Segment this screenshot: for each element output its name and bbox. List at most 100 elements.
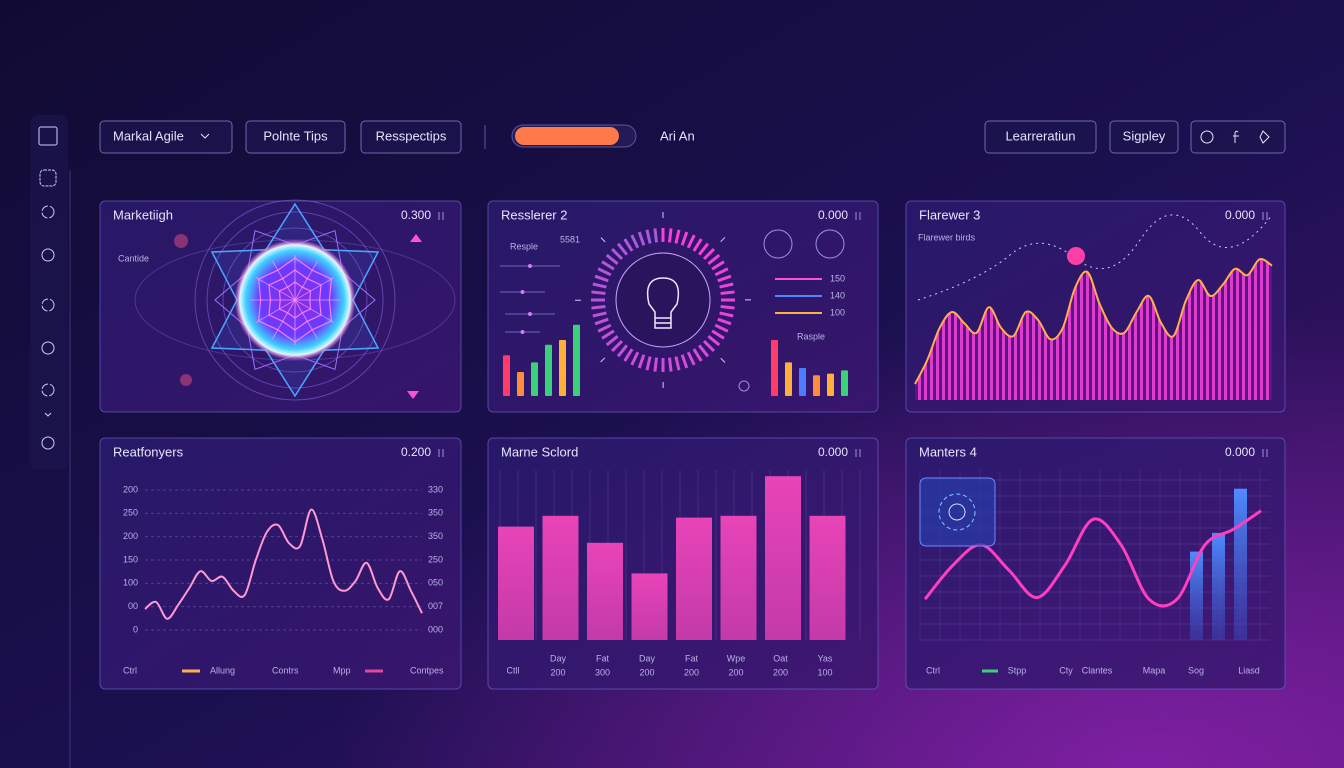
gauge-tick (711, 329, 725, 340)
gauge-tick (711, 260, 725, 271)
gauge-marker (600, 357, 606, 363)
y-tick-label: 007 (428, 601, 443, 611)
mandala-spoke (294, 277, 335, 301)
area-line (914, 257, 1273, 385)
panel (99, 437, 462, 690)
dropdown-label: Markal Agile (113, 128, 184, 143)
decor-icon (763, 229, 793, 259)
gauge-marker (720, 237, 726, 243)
gauge-tick (653, 228, 658, 243)
gauge-tick (630, 234, 640, 249)
legend-label: 140 (830, 290, 845, 300)
legend-label: 150 (830, 273, 845, 283)
y-tick-label: 200 (123, 531, 138, 541)
gauge-tick (591, 290, 606, 295)
gauge-inner (615, 252, 711, 348)
icon-box (919, 477, 996, 547)
panel-value: 0.000 (1225, 208, 1255, 222)
toolbar-button[interactable] (984, 120, 1097, 154)
y-tick-label: 00 (128, 601, 138, 611)
gauge-tick (697, 242, 710, 256)
bar (809, 515, 846, 640)
sidebar-icon[interactable] (41, 383, 55, 397)
gauge-tick (605, 253, 619, 266)
mini-bar (813, 375, 820, 396)
x-tick-label: Ctll (507, 665, 520, 675)
dotted-trend (917, 214, 1273, 301)
toolbar-button[interactable] (360, 120, 462, 154)
sidebar-icon[interactable] (41, 298, 55, 312)
gauge-tick (616, 344, 629, 358)
legend-label: Mapa (1143, 665, 1166, 675)
gauge-tick (720, 305, 735, 310)
sidebar-icon[interactable] (41, 248, 55, 262)
gauge-tick (601, 260, 615, 271)
icon-box-art (938, 493, 976, 531)
sidebar-icon[interactable] (38, 126, 58, 146)
sidebar (30, 115, 68, 470)
gauge-tick (686, 234, 696, 249)
legend-label: Clantes (1082, 665, 1113, 675)
mini-bar (573, 324, 580, 396)
mini-bar (827, 373, 834, 396)
small-label: Cantide (118, 253, 149, 263)
mini-bar (517, 372, 524, 396)
area (915, 258, 1272, 400)
mandala-ring (194, 199, 396, 401)
gauge-tick (719, 311, 734, 318)
line (144, 508, 423, 620)
gauge-tick (719, 282, 734, 289)
mini-bar (771, 340, 778, 396)
gauge-tick (645, 356, 652, 371)
y-tick-label: 330 (428, 484, 443, 494)
gauge-tick (668, 357, 673, 372)
sidebar-chevron[interactable] (44, 412, 52, 417)
small-label: Flarewer birds (918, 232, 976, 242)
x-tick-label: 200 (639, 667, 654, 677)
sidebar-icon[interactable] (39, 169, 57, 187)
x-tick-label: 100 (817, 667, 832, 677)
mini-bar (503, 355, 510, 396)
gauge-tick (697, 344, 710, 358)
mandala-spoke (294, 260, 318, 301)
legend-label: Contpes (410, 665, 444, 675)
bar (765, 476, 801, 640)
y-tick-label: 100 (123, 578, 138, 588)
gauge-tick (623, 238, 634, 252)
bar (1212, 532, 1225, 640)
gauge-tick (605, 334, 619, 347)
panel-title: Flarewer 3 (919, 207, 980, 222)
icon[interactable] (1259, 130, 1270, 144)
icon[interactable] (1233, 130, 1239, 143)
toolbar-button[interactable] (1109, 120, 1179, 154)
decor-icon (815, 229, 845, 259)
gauge-tick (668, 228, 673, 243)
x-tick-label: 200 (550, 667, 565, 677)
panel (905, 437, 1286, 690)
x-tick-label: 200 (773, 667, 788, 677)
mini-bar (799, 368, 806, 396)
gauge-tick (702, 248, 715, 261)
dropdown[interactable] (99, 120, 233, 154)
slider-decor-knob (520, 330, 525, 334)
icon[interactable] (1200, 130, 1214, 144)
x-tick-label: Fat (685, 653, 699, 663)
gauge-tick (637, 354, 646, 369)
sidebar-icon[interactable] (41, 341, 55, 355)
mandala-spoke (272, 260, 296, 301)
panel-title: Manters 4 (919, 444, 977, 459)
sidebar-icon[interactable] (41, 436, 55, 450)
gauge-tick (707, 253, 721, 266)
icon-box-art (948, 503, 966, 521)
gauge-tick (611, 248, 624, 261)
decor-triangle (410, 234, 422, 242)
small-label: 5581 (560, 234, 580, 244)
gauge-tick (674, 356, 681, 371)
gauge-tick (714, 267, 729, 277)
toolbar-button[interactable] (245, 120, 346, 154)
gauge-tick (592, 311, 607, 318)
sidebar-icon[interactable] (41, 205, 55, 219)
decor-triangle (407, 391, 419, 399)
y-tick-label: 200 (123, 484, 138, 494)
